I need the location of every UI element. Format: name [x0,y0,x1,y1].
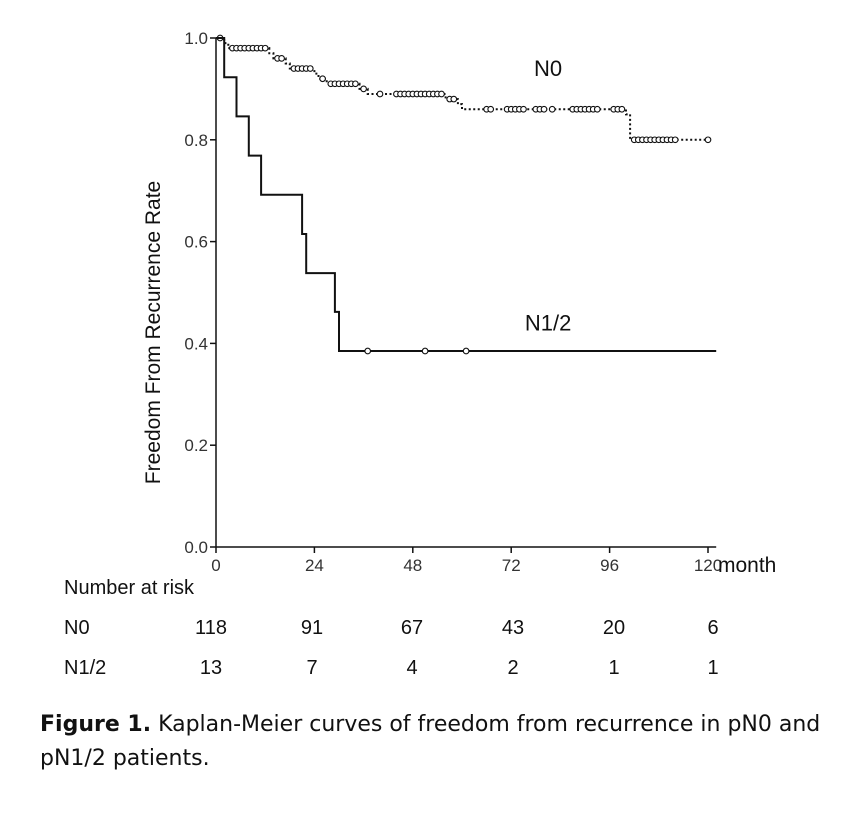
censor-mark-n0 [278,55,285,62]
risk-row-label: N1/2 [64,657,107,679]
curves [216,34,717,355]
risk-cell: 13 [199,657,223,679]
censor-mark-n12 [462,347,470,355]
y-tick-label: 1.0 [184,29,208,48]
y-tick-label: 0.4 [184,334,208,353]
censor-mark-n0 [548,105,556,113]
risk-cell: 1 [608,657,620,679]
censor-mark-n0 [618,105,626,113]
censor-mark-n0 [520,105,527,113]
risk-row-label: N0 [64,617,90,639]
censor-mark-n12 [364,347,372,355]
censor-mark-n0 [438,90,445,98]
censor-mark-n0 [540,105,548,113]
y-axis-title: Freedom From Recurrence Rate [142,181,165,484]
x-tick-label: 96 [600,556,619,575]
series-n0-line [216,37,713,141]
censor-mark-n0 [376,90,384,98]
caption-text: Kaplan-Meier curves of freedom from recu… [40,712,821,771]
y-tick-label: 0.8 [184,131,208,150]
risk-cell: 7 [306,657,318,679]
censor-mark-n0 [671,136,679,144]
y-tick-label: 0.2 [184,436,208,455]
censor-mark-n0 [352,80,359,88]
x-axis-title: month [718,554,776,577]
series-labels: N0 N1/2 [525,56,571,336]
risk-cell: 6 [707,617,719,639]
censor-mark-n0 [306,65,314,72]
risk-table-title: Number at risk [64,577,195,599]
figure-caption: Figure 1. Kaplan-Meier curves of freedom… [40,708,830,776]
risk-cell: 1 [707,657,719,679]
y-tick-label: 0.6 [184,233,208,252]
risk-cell: 2 [507,657,519,679]
censor-mark-n0 [593,105,601,113]
x-tick-label: 72 [502,556,521,575]
x-tick-label: 24 [305,556,324,575]
series-label: N0 [534,56,562,81]
censor-mark-n0 [360,85,367,93]
risk-cell: 4 [406,657,418,679]
y-tick-label: 0.0 [184,538,208,557]
risk-cell: 91 [300,617,324,639]
caption-label: Figure 1. [40,712,152,737]
censor-mark-n12 [421,347,429,355]
risk-cell: 20 [602,617,626,639]
series-label: N1/2 [525,311,571,336]
x-tick-label: 48 [403,556,422,575]
censor-mark-n0 [704,136,712,144]
x-tick-label: 0 [211,556,220,575]
censor-mark-n0 [450,95,458,103]
x-tick-label: 120 [694,556,722,575]
series-n12-line [216,37,717,353]
risk-cell: 118 [195,617,227,639]
censor-mark-n0 [487,105,495,113]
risk-cell: 43 [501,617,525,639]
censor-mark-n0 [261,44,269,52]
censor-mark-n0 [319,75,326,83]
risk-cell: 67 [400,617,424,639]
